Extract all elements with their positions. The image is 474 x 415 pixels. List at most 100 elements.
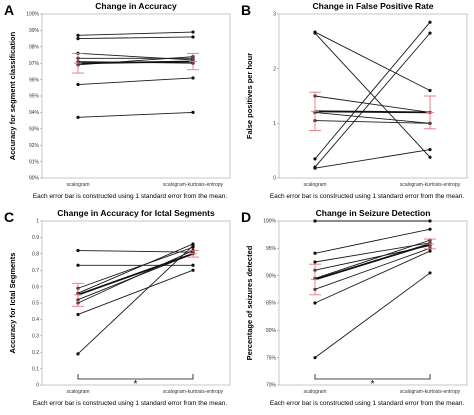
- panel-b: B Change in False Positive Rate 0 1 2 3 False …: [237, 0, 474, 207]
- data-point: [428, 219, 432, 223]
- data-point: [191, 35, 195, 39]
- chart-c: C Change in Accuracy for Ictal Segments 0 0…: [4, 208, 231, 407]
- x-tick-label: scalogram: [303, 182, 326, 188]
- significance-marker: *: [371, 379, 375, 390]
- subject-line: [77, 111, 194, 118]
- data-point: [76, 33, 80, 37]
- panel-a: A Change in Accuracy 90% 91% 92% 93% 94% 95% 96%…: [0, 0, 237, 207]
- data-point: [428, 20, 432, 24]
- y-tick-label: 94%: [29, 110, 40, 116]
- y-tick-label: 90%: [266, 273, 277, 279]
- subject-line: [77, 246, 194, 289]
- subject-line: [77, 245, 194, 355]
- subject-line: [314, 250, 431, 304]
- subject-line: [77, 77, 194, 85]
- data-point: [428, 147, 432, 152]
- data-point: [313, 157, 317, 161]
- subject-line: [314, 228, 431, 254]
- y-axis-label: Percentage of seizures detected: [245, 245, 254, 360]
- subject-line: [314, 31, 431, 91]
- subject-line: [77, 250, 194, 304]
- data-point: [313, 31, 317, 35]
- error-bar-note: Each error bar is constructed using 1 st…: [33, 193, 228, 200]
- plot-frame: [278, 220, 468, 386]
- mean-line: [314, 243, 431, 281]
- y-tick-label: 92%: [29, 143, 40, 149]
- panel-letter: C: [4, 209, 14, 225]
- chart-d: D Change in Seizure Detection 70% 75% 80% 85%…: [241, 208, 468, 407]
- y-tick-label: 2: [273, 66, 276, 72]
- subject-line: [314, 32, 431, 168]
- y-tick-label: 91%: [29, 159, 40, 165]
- data-point: [76, 352, 80, 356]
- y-tick-label: 70%: [266, 383, 277, 389]
- plot-frame: [41, 220, 231, 386]
- data-point: [191, 244, 195, 248]
- y-tick-label: 1: [273, 121, 276, 127]
- data-point: [191, 268, 195, 272]
- subject-line: [77, 243, 194, 294]
- panel-letter: D: [241, 209, 251, 225]
- y-tick-label: 95%: [29, 94, 40, 100]
- subject-line: [314, 21, 431, 160]
- chart-title: Change in Accuracy: [95, 1, 177, 11]
- error-bar-note: Each error bar is constructed using 1 st…: [270, 193, 465, 200]
- x-tick-label: scalogram: [303, 389, 326, 395]
- y-tick-label: 0: [36, 383, 39, 389]
- data-point: [191, 110, 195, 114]
- subject-line: [314, 95, 431, 113]
- y-tick-label: 1: [36, 219, 39, 225]
- mean-line: [314, 110, 431, 114]
- y-axis-label: Accuracy for segment classification: [8, 31, 17, 160]
- data-point: [313, 251, 317, 255]
- data-point: [428, 155, 432, 159]
- x-tick-label: scalogram-kurtosis-entropy: [163, 389, 224, 395]
- subject-line: [314, 111, 431, 124]
- chart-b: B Change in False Positive Rate 0 1 2 3 False …: [241, 1, 468, 200]
- data-point: [313, 301, 317, 305]
- y-tick-label: 93%: [29, 127, 40, 133]
- data-point: [76, 115, 80, 119]
- y-tick-label: 0.9: [32, 235, 39, 241]
- data-point: [428, 249, 432, 253]
- data-point: [313, 219, 317, 223]
- chart-title: Change in Seizure Detection: [316, 208, 431, 218]
- significance-bracket: [314, 374, 431, 380]
- panel-letter: A: [4, 2, 14, 18]
- subject-line: [77, 31, 194, 36]
- y-axis-label: False positives per hour: [245, 53, 254, 139]
- data-point: [428, 227, 432, 231]
- subject-line: [314, 239, 431, 279]
- data-point: [428, 31, 432, 35]
- chart-title: Change in Accuracy for Ictal Segments: [57, 208, 215, 218]
- error-bar-note: Each error bar is constructed using 1 st…: [270, 400, 465, 407]
- y-tick-label: 85%: [266, 301, 277, 307]
- y-tick-label: 3: [273, 12, 276, 18]
- data-point: [76, 263, 80, 267]
- mean-line: [77, 252, 194, 296]
- error-bar-note: Each error bar is constructed using 1 st…: [33, 400, 228, 407]
- data-point: [313, 166, 317, 170]
- y-axis-label: Accuracy for Ictal Segments: [8, 253, 17, 354]
- data-point: [191, 263, 195, 267]
- y-tick-label: 0.2: [32, 350, 39, 356]
- subject-line: [77, 52, 194, 61]
- subject-line: [314, 120, 431, 124]
- y-tick-label: 96%: [29, 77, 40, 83]
- panel-d: D Change in Seizure Detection 70% 75% 80% 85%…: [237, 207, 474, 414]
- y-tick-label: 0.4: [32, 317, 39, 323]
- y-tick-label: 90%: [29, 176, 40, 182]
- panel-letter: B: [241, 2, 251, 18]
- plot-frame: [278, 13, 468, 179]
- x-tick-label: scalogram-kurtosis-entropy: [400, 389, 461, 395]
- data-point: [428, 271, 432, 275]
- data-point: [428, 88, 432, 93]
- y-tick-label: 95%: [266, 246, 277, 252]
- panel-c: C Change in Accuracy for Ictal Segments 0 0…: [0, 207, 237, 414]
- x-tick-label: scalogram-kurtosis-entropy: [400, 182, 461, 188]
- data-point: [191, 76, 195, 80]
- y-tick-label: 0: [273, 176, 276, 182]
- subject-line: [314, 149, 431, 169]
- plot-frame: [41, 13, 231, 179]
- x-tick-label: scalogram-kurtosis-entropy: [163, 182, 224, 188]
